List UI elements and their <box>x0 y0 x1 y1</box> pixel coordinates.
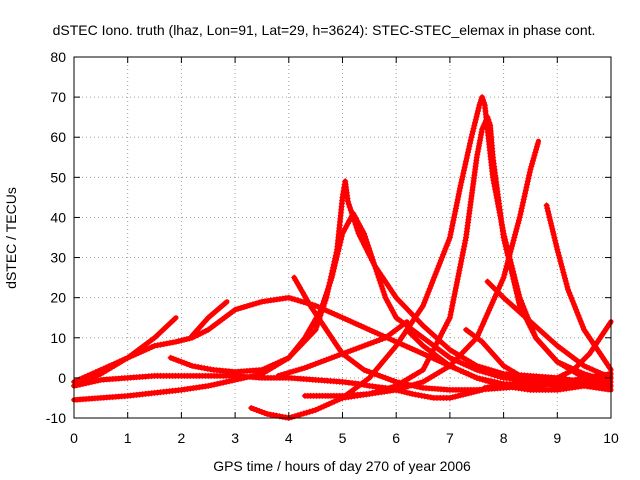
series-markers-s15 <box>489 321 613 389</box>
series-line-s5 <box>71 210 614 403</box>
y-tick-label: 40 <box>50 209 66 225</box>
series-markers-s16 <box>275 320 408 379</box>
y-tick-label: 0 <box>58 370 66 386</box>
y-tick-label: 10 <box>50 330 66 346</box>
chart-title: dSTEC Iono. truth (lhaz, Lon=91, Lat=29,… <box>53 22 596 38</box>
series-markers-s13 <box>543 202 613 371</box>
y-tick-label: 70 <box>50 89 66 105</box>
y-tick-label: 30 <box>50 250 66 266</box>
x-tick-label: 6 <box>392 430 400 446</box>
series-line-s12 <box>485 279 614 381</box>
series-markers-s4 <box>189 300 228 339</box>
y-axis-label: dSTEC / TECUs <box>3 187 19 289</box>
x-tick-label: 7 <box>446 430 454 446</box>
y-tick-label: 50 <box>50 169 66 185</box>
x-tick-label: 1 <box>124 430 132 446</box>
x-tick-label: 3 <box>231 430 239 446</box>
series-layer <box>71 94 614 421</box>
x-axis-label: GPS time / hours of day 270 of year 2006 <box>213 458 471 474</box>
y-tick-label: -10 <box>46 410 66 426</box>
series-markers-s10 <box>339 141 541 401</box>
x-tick-label: 10 <box>603 430 619 446</box>
x-tick-label: 2 <box>178 430 186 446</box>
x-tick-label: 5 <box>339 430 347 446</box>
x-tick-label: 9 <box>553 430 561 446</box>
x-tick-label: 4 <box>285 430 293 446</box>
x-tick-label: 8 <box>500 430 508 446</box>
y-tick-label: 20 <box>50 290 66 306</box>
x-tick-label: 0 <box>70 430 78 446</box>
y-tick-label: 60 <box>50 129 66 145</box>
y-tick-label: 80 <box>50 49 66 65</box>
